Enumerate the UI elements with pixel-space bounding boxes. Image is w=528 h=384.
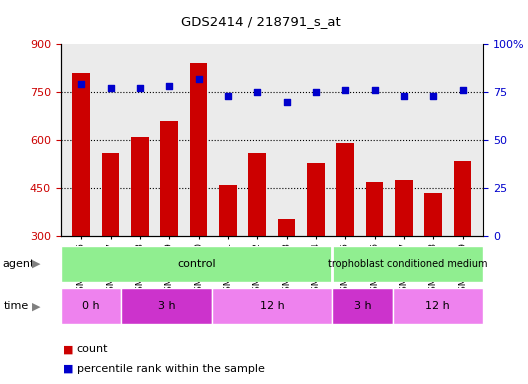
Text: count: count bbox=[77, 344, 108, 354]
Text: ▶: ▶ bbox=[32, 259, 40, 269]
Point bbox=[312, 89, 320, 95]
Text: percentile rank within the sample: percentile rank within the sample bbox=[77, 364, 265, 374]
Point bbox=[400, 93, 408, 99]
Bar bbox=[393, 288, 483, 324]
Bar bbox=[332, 246, 483, 282]
Bar bbox=[72, 73, 90, 236]
Bar bbox=[278, 218, 295, 236]
Bar bbox=[219, 185, 237, 236]
Point bbox=[77, 81, 86, 88]
Text: ▶: ▶ bbox=[32, 301, 40, 311]
Bar bbox=[307, 162, 325, 236]
Text: 3 h: 3 h bbox=[157, 301, 175, 311]
Point bbox=[194, 76, 203, 82]
Bar bbox=[131, 137, 149, 236]
Point bbox=[370, 87, 379, 93]
Bar bbox=[454, 161, 472, 236]
Text: time: time bbox=[4, 301, 30, 311]
Bar bbox=[190, 63, 208, 236]
Bar bbox=[395, 180, 413, 236]
Bar bbox=[366, 182, 383, 236]
Bar bbox=[121, 288, 212, 324]
Bar bbox=[332, 288, 393, 324]
Point bbox=[106, 85, 115, 91]
Bar bbox=[102, 153, 119, 236]
Point bbox=[136, 85, 144, 91]
Text: agent: agent bbox=[3, 259, 35, 269]
Text: control: control bbox=[177, 259, 216, 269]
Bar bbox=[425, 193, 442, 236]
Point bbox=[224, 93, 232, 99]
Text: GDS2414 / 218791_s_at: GDS2414 / 218791_s_at bbox=[182, 15, 341, 28]
Bar bbox=[212, 288, 332, 324]
Point bbox=[282, 99, 291, 105]
Bar bbox=[336, 143, 354, 236]
Point bbox=[341, 87, 350, 93]
Point bbox=[165, 83, 174, 89]
Bar bbox=[161, 121, 178, 236]
Text: 12 h: 12 h bbox=[426, 301, 450, 311]
Text: ■: ■ bbox=[63, 344, 74, 354]
Text: ■: ■ bbox=[63, 364, 74, 374]
Point bbox=[429, 93, 438, 99]
Point bbox=[253, 89, 261, 95]
Bar bbox=[249, 153, 266, 236]
Text: 3 h: 3 h bbox=[354, 301, 371, 311]
Text: trophoblast conditioned medium: trophoblast conditioned medium bbox=[328, 259, 487, 269]
Bar bbox=[61, 288, 121, 324]
Point bbox=[458, 87, 467, 93]
Text: 12 h: 12 h bbox=[260, 301, 284, 311]
Bar bbox=[61, 246, 332, 282]
Text: 0 h: 0 h bbox=[82, 301, 100, 311]
